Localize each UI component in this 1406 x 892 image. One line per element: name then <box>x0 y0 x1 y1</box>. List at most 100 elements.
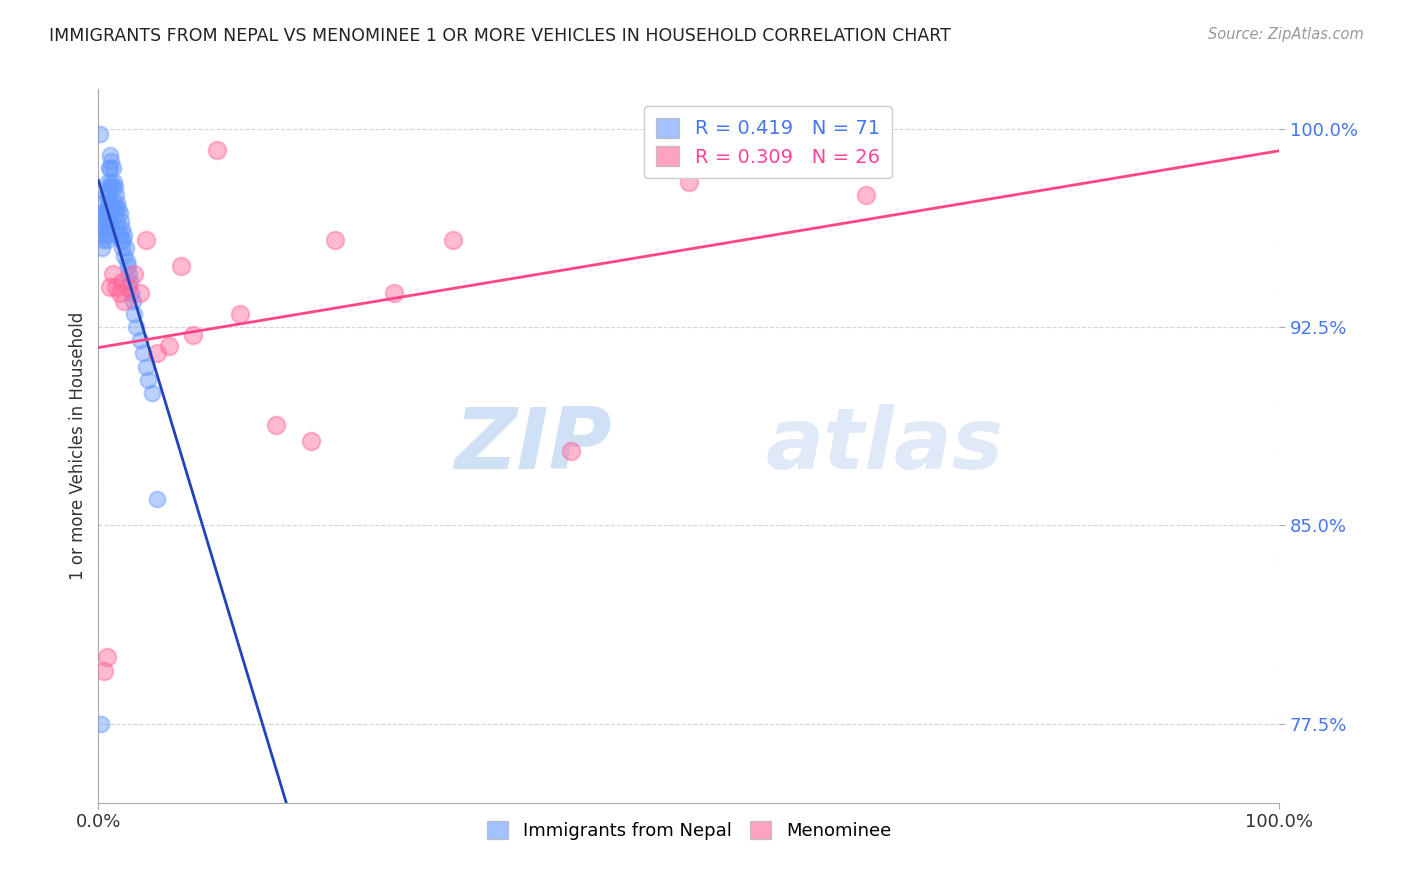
Point <box>98 214 121 228</box>
Point <box>96 227 118 242</box>
Point <box>94 188 117 202</box>
Point <box>104 201 127 215</box>
Point <box>103 175 125 189</box>
Point <box>107 201 129 215</box>
Point <box>135 233 157 247</box>
Point <box>100 195 122 210</box>
Point <box>91 214 114 228</box>
Point <box>112 293 135 308</box>
Point <box>678 175 700 189</box>
Point <box>93 195 115 210</box>
Point <box>855 188 877 202</box>
Point <box>141 386 163 401</box>
Point <box>101 201 124 215</box>
Point <box>111 222 134 236</box>
Point <box>96 201 118 215</box>
Point <box>97 219 120 234</box>
Point <box>205 143 228 157</box>
Point <box>98 180 121 194</box>
Point <box>128 333 150 347</box>
Point <box>108 227 131 242</box>
Point <box>105 188 128 202</box>
Text: Source: ZipAtlas.com: Source: ZipAtlas.com <box>1208 27 1364 42</box>
Legend: Immigrants from Nepal, Menominee: Immigrants from Nepal, Menominee <box>479 814 898 847</box>
Point <box>264 417 287 432</box>
Point <box>136 373 159 387</box>
Point <box>98 195 121 210</box>
Point <box>121 293 143 308</box>
Point <box>96 233 118 247</box>
Point <box>132 346 155 360</box>
Text: IMMIGRANTS FROM NEPAL VS MENOMINEE 1 OR MORE VEHICLES IN HOUSEHOLD CORRELATION C: IMMIGRANTS FROM NEPAL VS MENOMINEE 1 OR … <box>49 27 950 45</box>
Point <box>112 227 135 242</box>
Point <box>299 434 322 448</box>
Point <box>157 338 180 352</box>
Point <box>382 285 405 300</box>
Point <box>93 664 115 678</box>
Point <box>93 222 115 236</box>
Point <box>115 254 138 268</box>
Point <box>108 206 131 220</box>
Point <box>98 280 121 294</box>
Point <box>90 716 112 731</box>
Text: atlas: atlas <box>766 404 1004 488</box>
Point <box>98 161 121 176</box>
Point <box>112 249 135 263</box>
Point <box>89 127 111 141</box>
Point <box>108 285 131 300</box>
Point <box>98 214 121 228</box>
Point <box>104 180 127 194</box>
Y-axis label: 1 or more Vehicles in Household: 1 or more Vehicles in Household <box>69 312 87 580</box>
Point <box>105 280 128 294</box>
Point <box>125 320 148 334</box>
Point <box>110 214 132 228</box>
Point <box>90 206 112 220</box>
Point <box>121 285 143 300</box>
Point <box>181 328 204 343</box>
Point <box>107 222 129 236</box>
Point <box>97 188 120 202</box>
Point <box>323 233 346 247</box>
Point <box>120 275 142 289</box>
Point <box>103 195 125 210</box>
Point <box>111 275 134 289</box>
Point <box>98 161 121 176</box>
Point <box>101 180 124 194</box>
Point <box>105 206 128 220</box>
Point <box>128 285 150 300</box>
Point <box>101 161 124 176</box>
Point <box>100 175 122 189</box>
Point <box>146 491 169 506</box>
Point <box>122 307 145 321</box>
Text: ZIP: ZIP <box>454 404 612 488</box>
Point <box>105 214 128 228</box>
Point <box>98 195 121 210</box>
Point <box>97 201 120 215</box>
Point <box>101 267 124 281</box>
Point <box>93 206 115 220</box>
Point <box>135 359 157 374</box>
Point <box>96 650 118 665</box>
Point <box>110 233 132 247</box>
Point <box>114 241 136 255</box>
Point <box>98 148 121 162</box>
Point <box>117 260 139 274</box>
Point <box>122 267 145 281</box>
Point <box>441 233 464 247</box>
Point <box>170 260 193 274</box>
Point <box>117 280 139 294</box>
Point <box>97 175 120 189</box>
Point <box>96 214 118 228</box>
Point <box>118 267 141 281</box>
Point <box>91 227 114 242</box>
Point <box>91 241 114 255</box>
Point <box>98 180 121 194</box>
Point <box>112 233 135 247</box>
Point <box>94 219 117 234</box>
Point <box>100 153 122 168</box>
Point <box>94 206 117 220</box>
Point <box>105 195 128 210</box>
Point <box>111 241 134 255</box>
Point <box>105 227 128 242</box>
Point <box>91 233 114 247</box>
